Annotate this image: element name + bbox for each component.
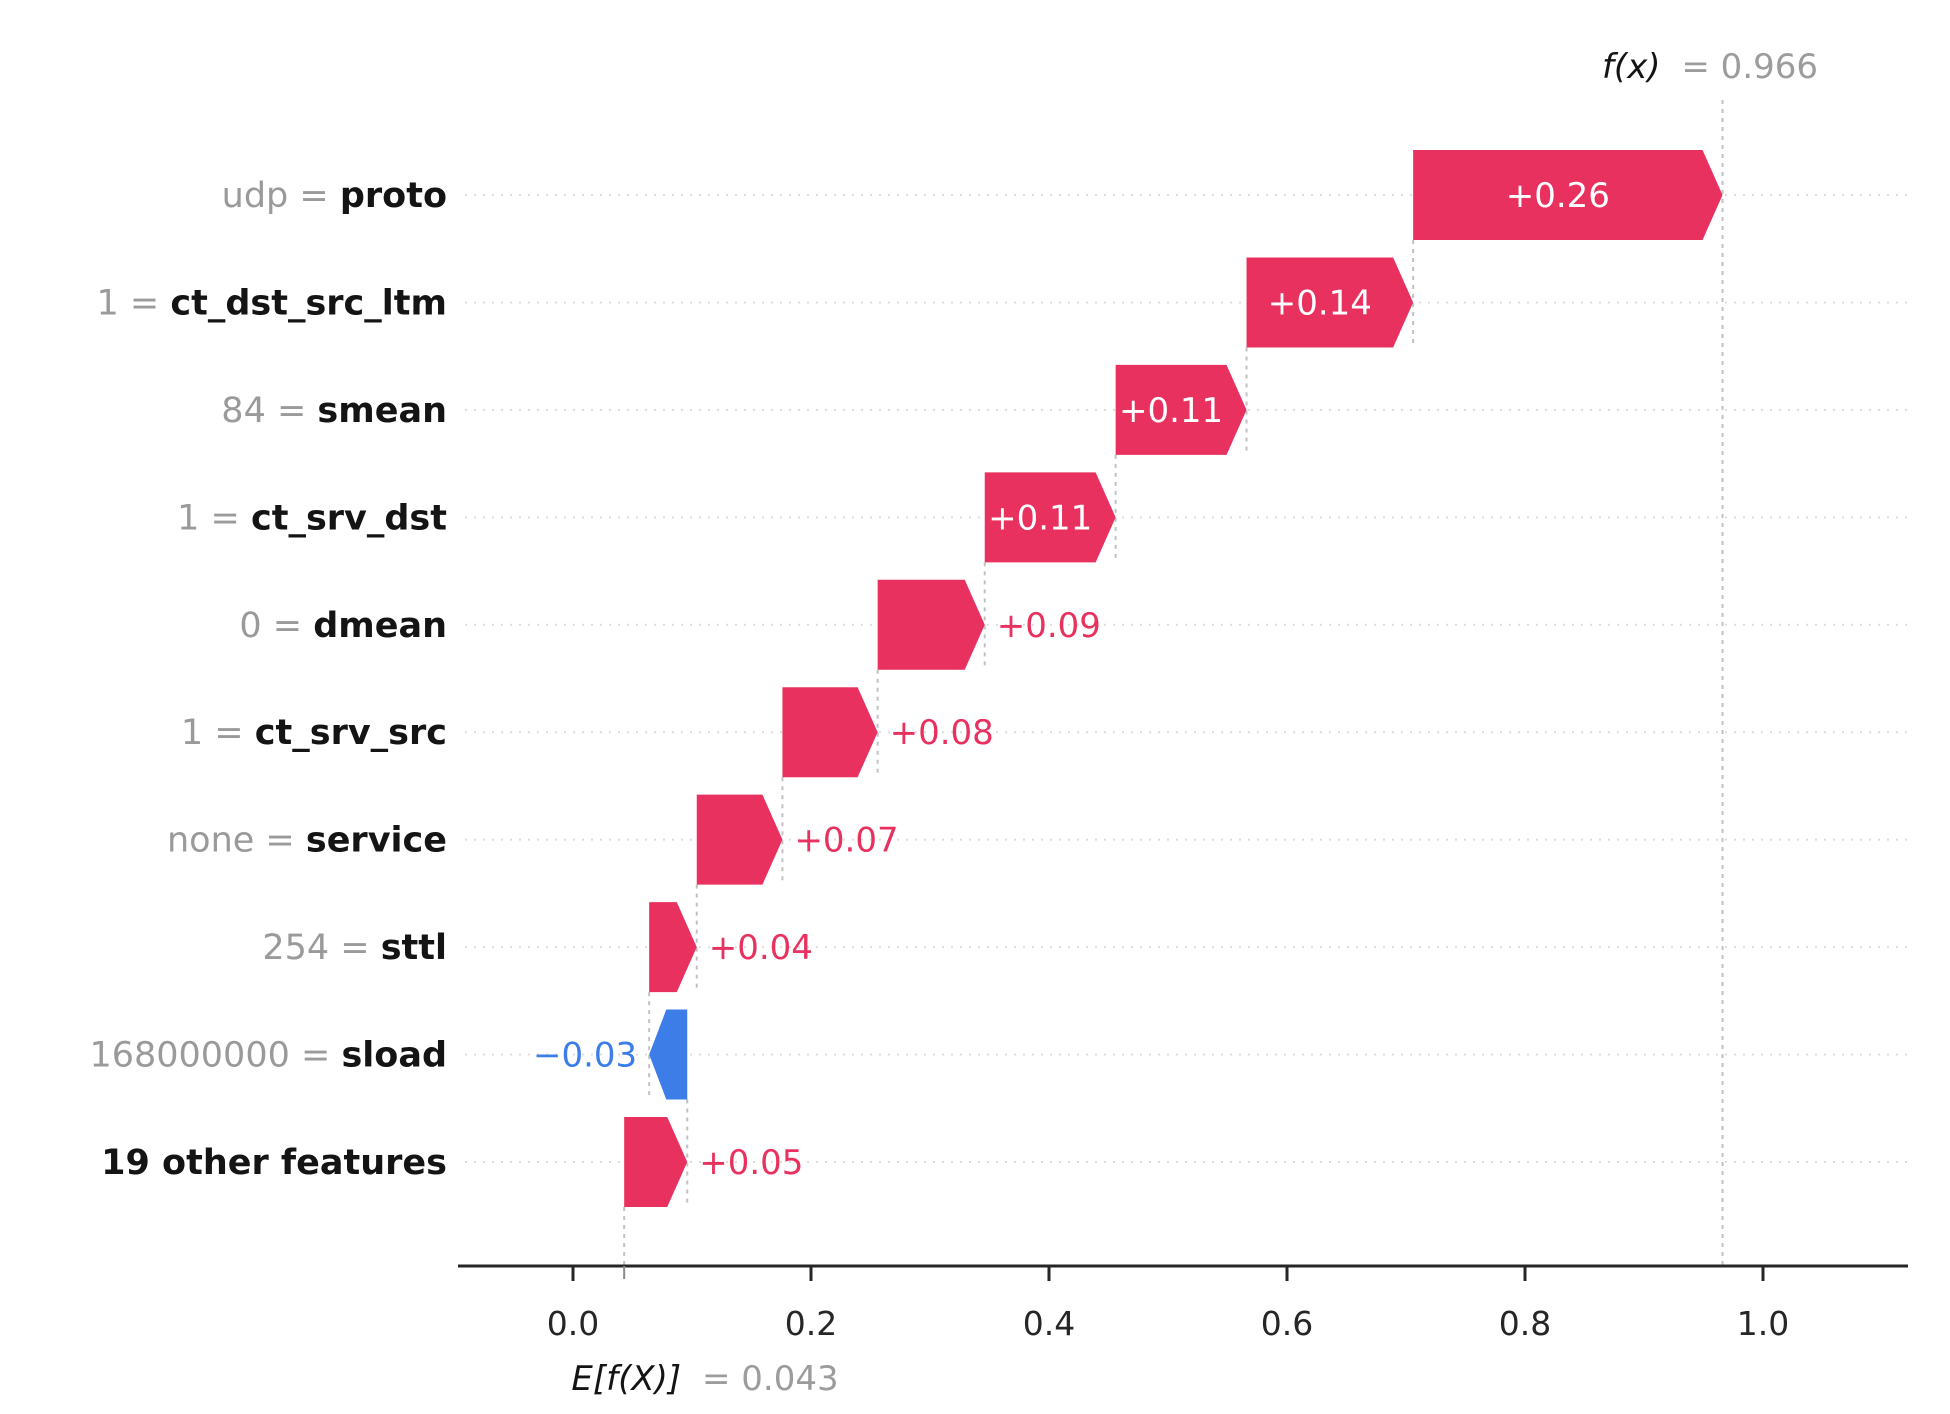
feature-label: 254 = sttl	[262, 928, 447, 968]
shap-bar-smean	[1115, 364, 1247, 455]
shap-bar-sttl	[649, 902, 697, 993]
ef-annotation-name: E[f(X)]	[571, 1359, 681, 1399]
bar-value-label: +0.05	[699, 1143, 803, 1183]
bar-value-label: +0.11	[1119, 391, 1223, 431]
shap-bar-19-other-features	[624, 1116, 688, 1207]
feature-value-text: none =	[167, 821, 306, 861]
feature-value-text: 1 =	[181, 713, 255, 753]
feature-value-text: udp =	[222, 176, 340, 216]
feature-label: 1 = ct_dst_src_ltm	[97, 283, 448, 323]
x-tick-label: 1.0	[1737, 1304, 1789, 1343]
bar-value-label: +0.14	[1268, 283, 1372, 323]
shap-bar-proto	[1413, 150, 1723, 240]
feature-label: 168000000 = sload	[89, 1036, 447, 1076]
feature-name-text: 19 other features	[101, 1143, 447, 1183]
feature-label: 19 other features	[101, 1143, 447, 1183]
feature-name-text: sload	[341, 1036, 447, 1076]
shap-bar-sload	[649, 1009, 688, 1100]
feature-name-text: ct_srv_src	[255, 713, 447, 753]
feature-label: 84 = smean	[221, 391, 447, 431]
feature-name-text: sttl	[381, 928, 447, 968]
x-tick-label: 0.6	[1261, 1304, 1313, 1343]
feature-value-text: 254 =	[262, 928, 380, 968]
bar-value-label: +0.04	[709, 928, 813, 968]
bar-value-label: +0.26	[1506, 176, 1610, 216]
feature-name-text: smean	[317, 391, 447, 431]
feature-label: udp = proto	[222, 176, 447, 216]
fx-annotation-value: = 0.966	[1681, 47, 1818, 87]
feature-name-text: service	[306, 821, 447, 861]
feature-name-text: ct_srv_dst	[251, 498, 447, 538]
ef-annotation-value: = 0.043	[702, 1359, 839, 1399]
fx-annotation: f(x) = 0.966	[1602, 47, 1818, 87]
feature-label: none = service	[167, 821, 447, 861]
fx-annotation-name: f(x)	[1602, 47, 1661, 87]
shap-bar-dmean	[877, 579, 985, 670]
feature-label: 1 = ct_srv_dst	[177, 498, 447, 538]
feature-value-text: 84 =	[221, 391, 317, 431]
shap-bar-ct_dst_src_ltm	[1246, 257, 1414, 348]
shap-bar-ct_srv_dst	[984, 472, 1116, 563]
ef-annotation: E[f(X)] = 0.043	[571, 1359, 838, 1399]
shap-bar-ct_srv_src	[782, 687, 878, 778]
x-tick-label: 0.2	[785, 1304, 837, 1343]
feature-label: 1 = ct_srv_src	[181, 713, 447, 753]
bar-value-label: +0.09	[997, 606, 1101, 646]
bar-value-label: +0.11	[988, 498, 1092, 538]
x-tick-label: 0.4	[1023, 1304, 1075, 1343]
feature-label: 0 = dmean	[239, 606, 447, 646]
feature-value-text: 168000000 =	[89, 1036, 341, 1076]
feature-value-text: 0 =	[239, 606, 313, 646]
shap-bar-service	[696, 794, 783, 885]
x-tick-label: 0.0	[547, 1304, 599, 1343]
bar-value-label: −0.03	[533, 1036, 637, 1076]
x-tick-label: 0.8	[1499, 1304, 1551, 1343]
feature-value-text: 1 =	[177, 498, 251, 538]
feature-name-text: dmean	[313, 606, 447, 646]
feature-name-text: ct_dst_src_ltm	[170, 283, 447, 323]
feature-value-text: 1 =	[97, 283, 171, 323]
bar-value-label: +0.07	[794, 821, 898, 861]
bar-value-label: +0.08	[890, 713, 994, 753]
feature-name-text: proto	[340, 176, 447, 216]
